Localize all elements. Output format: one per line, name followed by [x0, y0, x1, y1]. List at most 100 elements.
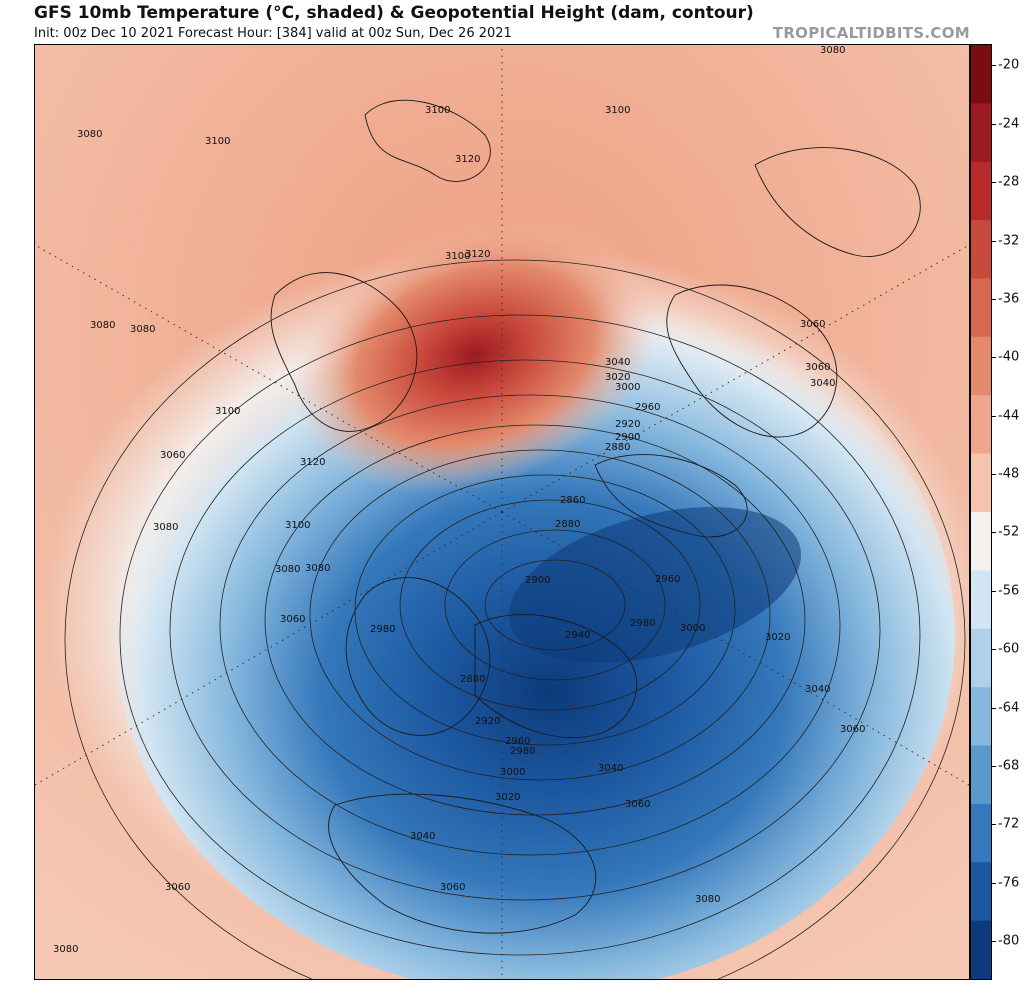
contour-label: 3120	[465, 249, 490, 260]
contour-label: 3060	[625, 799, 650, 810]
colorbar-tick	[992, 298, 996, 300]
colorbar-label: -28	[998, 174, 1020, 190]
contour-label: 3100	[215, 406, 240, 417]
colorbar-label: -68	[998, 758, 1020, 774]
colorbar-label: -56	[998, 583, 1020, 599]
colorbar-tick	[992, 65, 996, 67]
contour-label: 3000	[680, 623, 705, 634]
contour-label: 2980	[510, 746, 535, 757]
colorbar-segment	[971, 220, 991, 279]
colorbar-tick	[992, 941, 996, 943]
colorbar-tick	[992, 532, 996, 534]
contour-label: 3080	[90, 320, 115, 331]
colorbar-label: -48	[998, 466, 1020, 482]
colorbar-canvas	[971, 45, 991, 979]
colorbar-label: -36	[998, 291, 1020, 307]
contour-label: 3060	[840, 724, 865, 735]
colorbar-label: -64	[998, 700, 1020, 716]
contour-label: 2960	[505, 736, 530, 747]
contour-label: 3000	[615, 382, 640, 393]
colorbar-tick	[992, 824, 996, 826]
colorbar-label: -24	[998, 116, 1020, 132]
contour-label: 3080	[53, 944, 78, 955]
contour-label: 3080	[305, 563, 330, 574]
colorbar-segment	[971, 687, 991, 746]
contour-label: 3040	[598, 763, 623, 774]
contour-label: 3120	[455, 154, 480, 165]
colorbar-segment	[971, 395, 991, 455]
colorbar-label: -32	[998, 233, 1020, 249]
stratospheric-warm-pool	[291, 216, 659, 494]
contour-label: 3080	[77, 129, 102, 140]
contour-label: 2940	[565, 630, 590, 641]
contour-label: 2880	[555, 519, 580, 530]
contour-label: 3080	[130, 324, 155, 335]
contour-label: 3060	[280, 614, 305, 625]
contour-label: 3060	[800, 319, 825, 330]
colorbar-segment	[971, 336, 991, 396]
contour-label: 3060	[160, 450, 185, 461]
map-panel: 3080 3100 3120 3080 3100 3120 3100 3080 3060 3040…	[34, 44, 970, 980]
colorbar-segment	[971, 512, 991, 571]
colorbar-segment	[971, 628, 991, 688]
colorbar-label: -44	[998, 408, 1020, 424]
colorbar-tick	[992, 240, 996, 242]
site-credit: TROPICALTIDBITS.COM	[772, 24, 970, 42]
contour-label: 3020	[765, 632, 790, 643]
contour-label: 3120	[300, 457, 325, 468]
contour-label: 3100	[285, 520, 310, 531]
contour-label: 2900	[525, 575, 550, 586]
temperature-colorbar	[970, 44, 992, 980]
contour-label: 3100	[205, 136, 230, 147]
contour-label: 3080	[153, 522, 178, 533]
map-canvas: 3080310031203080310031203100308030603040…	[35, 45, 969, 979]
contour-label: 2980	[370, 624, 395, 635]
colorbar-tick	[992, 707, 996, 709]
contour-label: 2960	[635, 402, 660, 413]
colorbar-tick	[992, 474, 996, 476]
colorbar-segment	[971, 278, 991, 338]
geopotential-height-contours	[64, 259, 966, 979]
colorbar-label: -60	[998, 641, 1020, 657]
contour-label: 2960	[655, 574, 680, 585]
contour-label: 3040	[805, 684, 830, 695]
cold-core-center	[508, 507, 802, 663]
contour-label: 3100	[425, 105, 450, 116]
contour-label: 2900	[615, 432, 640, 443]
contour-label: 2860	[560, 495, 585, 506]
contour-label: 3060	[805, 362, 830, 373]
colorbar-tick	[992, 590, 996, 592]
colorbar-segment	[971, 453, 991, 513]
colorbar-segment	[971, 803, 991, 863]
map-subtitle: Init: 00z Dec 10 2021 Forecast Hour: [38…	[34, 26, 512, 41]
contour-label: 3060	[165, 882, 190, 893]
contour-label: 3100	[605, 105, 630, 116]
contour-label: 3080	[275, 564, 300, 575]
colorbar-label: -40	[998, 349, 1020, 365]
contour-label: 3000	[500, 767, 525, 778]
contour-label: 2920	[475, 716, 500, 727]
contour-label: 2880	[605, 442, 630, 453]
colorbar-label: -72	[998, 816, 1020, 832]
colorbar-tick	[992, 123, 996, 125]
colorbar-label: -20	[998, 57, 1020, 73]
contour-label: 3040	[410, 831, 435, 842]
contour-label: 3060	[440, 882, 465, 893]
contour-label: 3100	[445, 251, 470, 262]
colorbar-segment	[971, 570, 991, 630]
contour-label: 3020	[495, 792, 520, 803]
contour-label: 3080	[695, 894, 720, 905]
colorbar-segment	[971, 45, 991, 104]
colorbar-tick	[992, 415, 996, 417]
colorbar-label: -52	[998, 524, 1020, 540]
contour-label: 3080	[820, 45, 845, 56]
coastlines	[270, 99, 921, 934]
colorbar-segment	[971, 745, 991, 805]
map-title: GFS 10mb Temperature (°C, shaded) & Geop…	[34, 3, 754, 23]
colorbar-tick	[992, 765, 996, 767]
colorbar-segment	[971, 161, 991, 221]
colorbar-tick	[992, 649, 996, 651]
contour-label: 2920	[615, 419, 640, 430]
colorbar-segment	[971, 103, 991, 163]
contour-label: 3040	[605, 357, 630, 368]
